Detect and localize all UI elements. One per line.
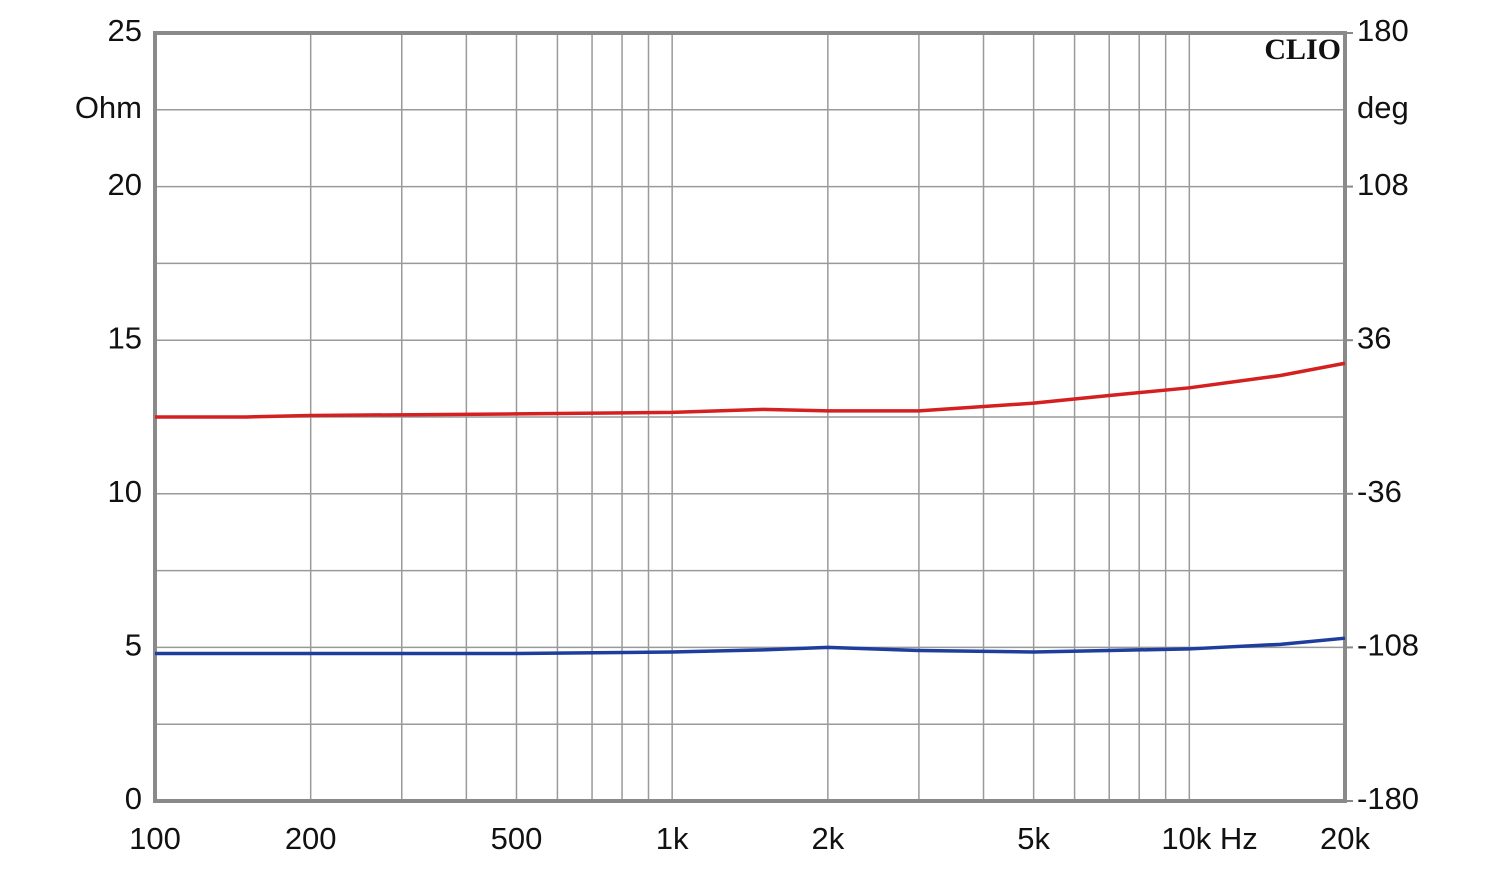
data-line	[155, 636, 1346, 656]
x-tick-label: 1k	[656, 821, 689, 856]
y-tick-label: 25	[108, 13, 142, 48]
x-tick-label: 2k	[811, 821, 844, 856]
y-tick-label: 20	[108, 167, 142, 202]
y-tick-label: 10	[108, 474, 142, 509]
y-axis-label: Ohm	[75, 90, 142, 125]
y-tick-label: 0	[125, 781, 142, 816]
annotation: CLIO	[1264, 33, 1341, 66]
x-tick-label: 200	[285, 821, 337, 856]
x-tick-label: 10k Hz	[1161, 821, 1257, 856]
y2-axis-label: deg	[1357, 90, 1409, 125]
x-tick-label: 500	[491, 821, 543, 856]
y2-tick-label: 180	[1357, 13, 1409, 48]
y-tick-label: 5	[125, 628, 142, 663]
y2-tick-label: 108	[1357, 167, 1409, 202]
y2-tick-label: -180	[1357, 781, 1419, 816]
y2-tick-label: 36	[1357, 320, 1391, 355]
x-tick-label: 5k	[1017, 821, 1050, 856]
data-line	[155, 361, 1346, 419]
y-tick-label: 15	[108, 320, 142, 355]
y2-tick-label: -108	[1357, 628, 1419, 663]
x-tick-label: 20k	[1320, 821, 1370, 856]
y2-tick-label: -36	[1357, 474, 1402, 509]
x-tick-label: 100	[129, 821, 181, 856]
